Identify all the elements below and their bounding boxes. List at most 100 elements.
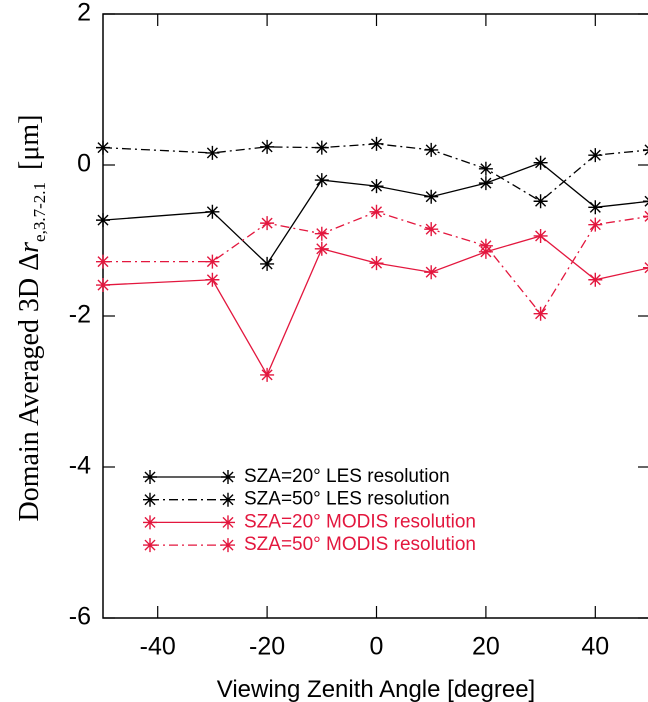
marker-stroke [205, 145, 220, 160]
data-point [96, 140, 110, 155]
data-point [260, 256, 275, 271]
marker-stroke [143, 538, 157, 553]
series-line [102, 161, 648, 265]
marker-stroke [533, 155, 548, 170]
marker-stroke [424, 265, 439, 280]
data-point [533, 306, 548, 321]
marker-stroke [369, 136, 384, 151]
data-point [260, 216, 275, 231]
data-point [369, 136, 384, 151]
data-point [424, 189, 439, 204]
x-tick-label: 0 [370, 633, 384, 661]
legend-label: SZA=50° MODIS resolution [244, 534, 476, 555]
marker-stroke [143, 492, 157, 507]
marker-stroke [96, 254, 110, 269]
series-line [102, 235, 648, 377]
data-point [96, 213, 110, 228]
data-point [205, 145, 220, 160]
marker-stroke [221, 470, 235, 484]
legend-marker [221, 538, 235, 553]
marker-stroke [369, 204, 384, 219]
data-point [643, 195, 648, 207]
marker-stroke [143, 470, 157, 484]
data-point [643, 210, 648, 222]
legend-marker [221, 470, 235, 484]
y-tick-label: -4 [69, 452, 91, 480]
marker-stroke [221, 492, 235, 507]
marker-stroke [643, 210, 648, 222]
marker-stroke [478, 161, 493, 176]
data-point [260, 139, 275, 154]
data-point [478, 238, 493, 253]
marker-stroke [478, 176, 493, 191]
marker-stroke [314, 140, 329, 155]
data-point [369, 204, 384, 219]
data-point [478, 176, 493, 191]
y-label-unit: [μm] [14, 115, 45, 170]
y-tick-label: 0 [77, 150, 91, 178]
marker-stroke [205, 204, 220, 219]
y-axis-label: Domain Averaged 3D Δre,3.7-2.1 [μm] [14, 115, 49, 522]
data-point [314, 241, 329, 256]
marker-stroke [643, 262, 648, 274]
marker-stroke [221, 515, 235, 530]
legend-marker [143, 492, 157, 507]
legend-marker [221, 515, 235, 530]
y-label-var: r [14, 242, 45, 253]
series-line [102, 143, 648, 203]
marker-stroke [588, 200, 603, 215]
y-label-main: Domain Averaged 3D Δ [14, 253, 45, 522]
data-point [478, 161, 493, 176]
data-point [260, 367, 275, 382]
data-point [588, 200, 603, 215]
marker-stroke [314, 241, 329, 256]
marker-stroke [643, 195, 648, 207]
x-tick-label: 40 [581, 633, 609, 661]
marker-stroke [205, 272, 220, 287]
marker-stroke [96, 140, 110, 155]
x-axis-label: Viewing Zenith Angle [degree] [217, 676, 535, 702]
data-point [314, 226, 329, 241]
data-point [588, 272, 603, 287]
marker-stroke [588, 217, 603, 232]
legend-marker [143, 470, 157, 484]
x-tick-label: -40 [140, 633, 176, 661]
data-point [205, 254, 220, 269]
legend-label: SZA=20° MODIS resolution [244, 511, 476, 532]
y-tick-label: -2 [69, 301, 91, 329]
data-point [424, 142, 439, 157]
marker-stroke [643, 144, 648, 156]
marker-stroke [221, 538, 235, 553]
marker-stroke [478, 238, 493, 253]
marker-stroke [96, 213, 110, 228]
x-tick-label: -20 [249, 633, 285, 661]
data-point [314, 140, 329, 155]
data-point [314, 173, 329, 188]
y-label-sub: e,3.7-2.1 [30, 182, 49, 242]
marker-stroke [588, 148, 603, 163]
marker-stroke [533, 306, 548, 321]
marker-stroke [369, 179, 384, 194]
data-point [369, 179, 384, 194]
marker-stroke [588, 272, 603, 287]
marker-stroke [260, 216, 275, 231]
marker-stroke [260, 139, 275, 154]
data-point [369, 256, 384, 271]
marker-stroke [369, 256, 384, 271]
data-point [96, 278, 110, 293]
marker-stroke [205, 254, 220, 269]
marker-stroke [424, 222, 439, 237]
marker-stroke [314, 226, 329, 241]
data-point [205, 204, 220, 219]
data-point [643, 144, 648, 156]
data-point [533, 228, 548, 243]
legend-label: SZA=50° LES resolution [244, 489, 450, 510]
data-point [533, 194, 548, 209]
legend-label: SZA=20° LES resolution [244, 466, 450, 487]
marker-stroke [96, 278, 110, 293]
legend-marker [143, 538, 157, 553]
data-point [424, 265, 439, 280]
x-tick-label: 20 [472, 633, 500, 661]
marker-stroke [260, 367, 275, 382]
